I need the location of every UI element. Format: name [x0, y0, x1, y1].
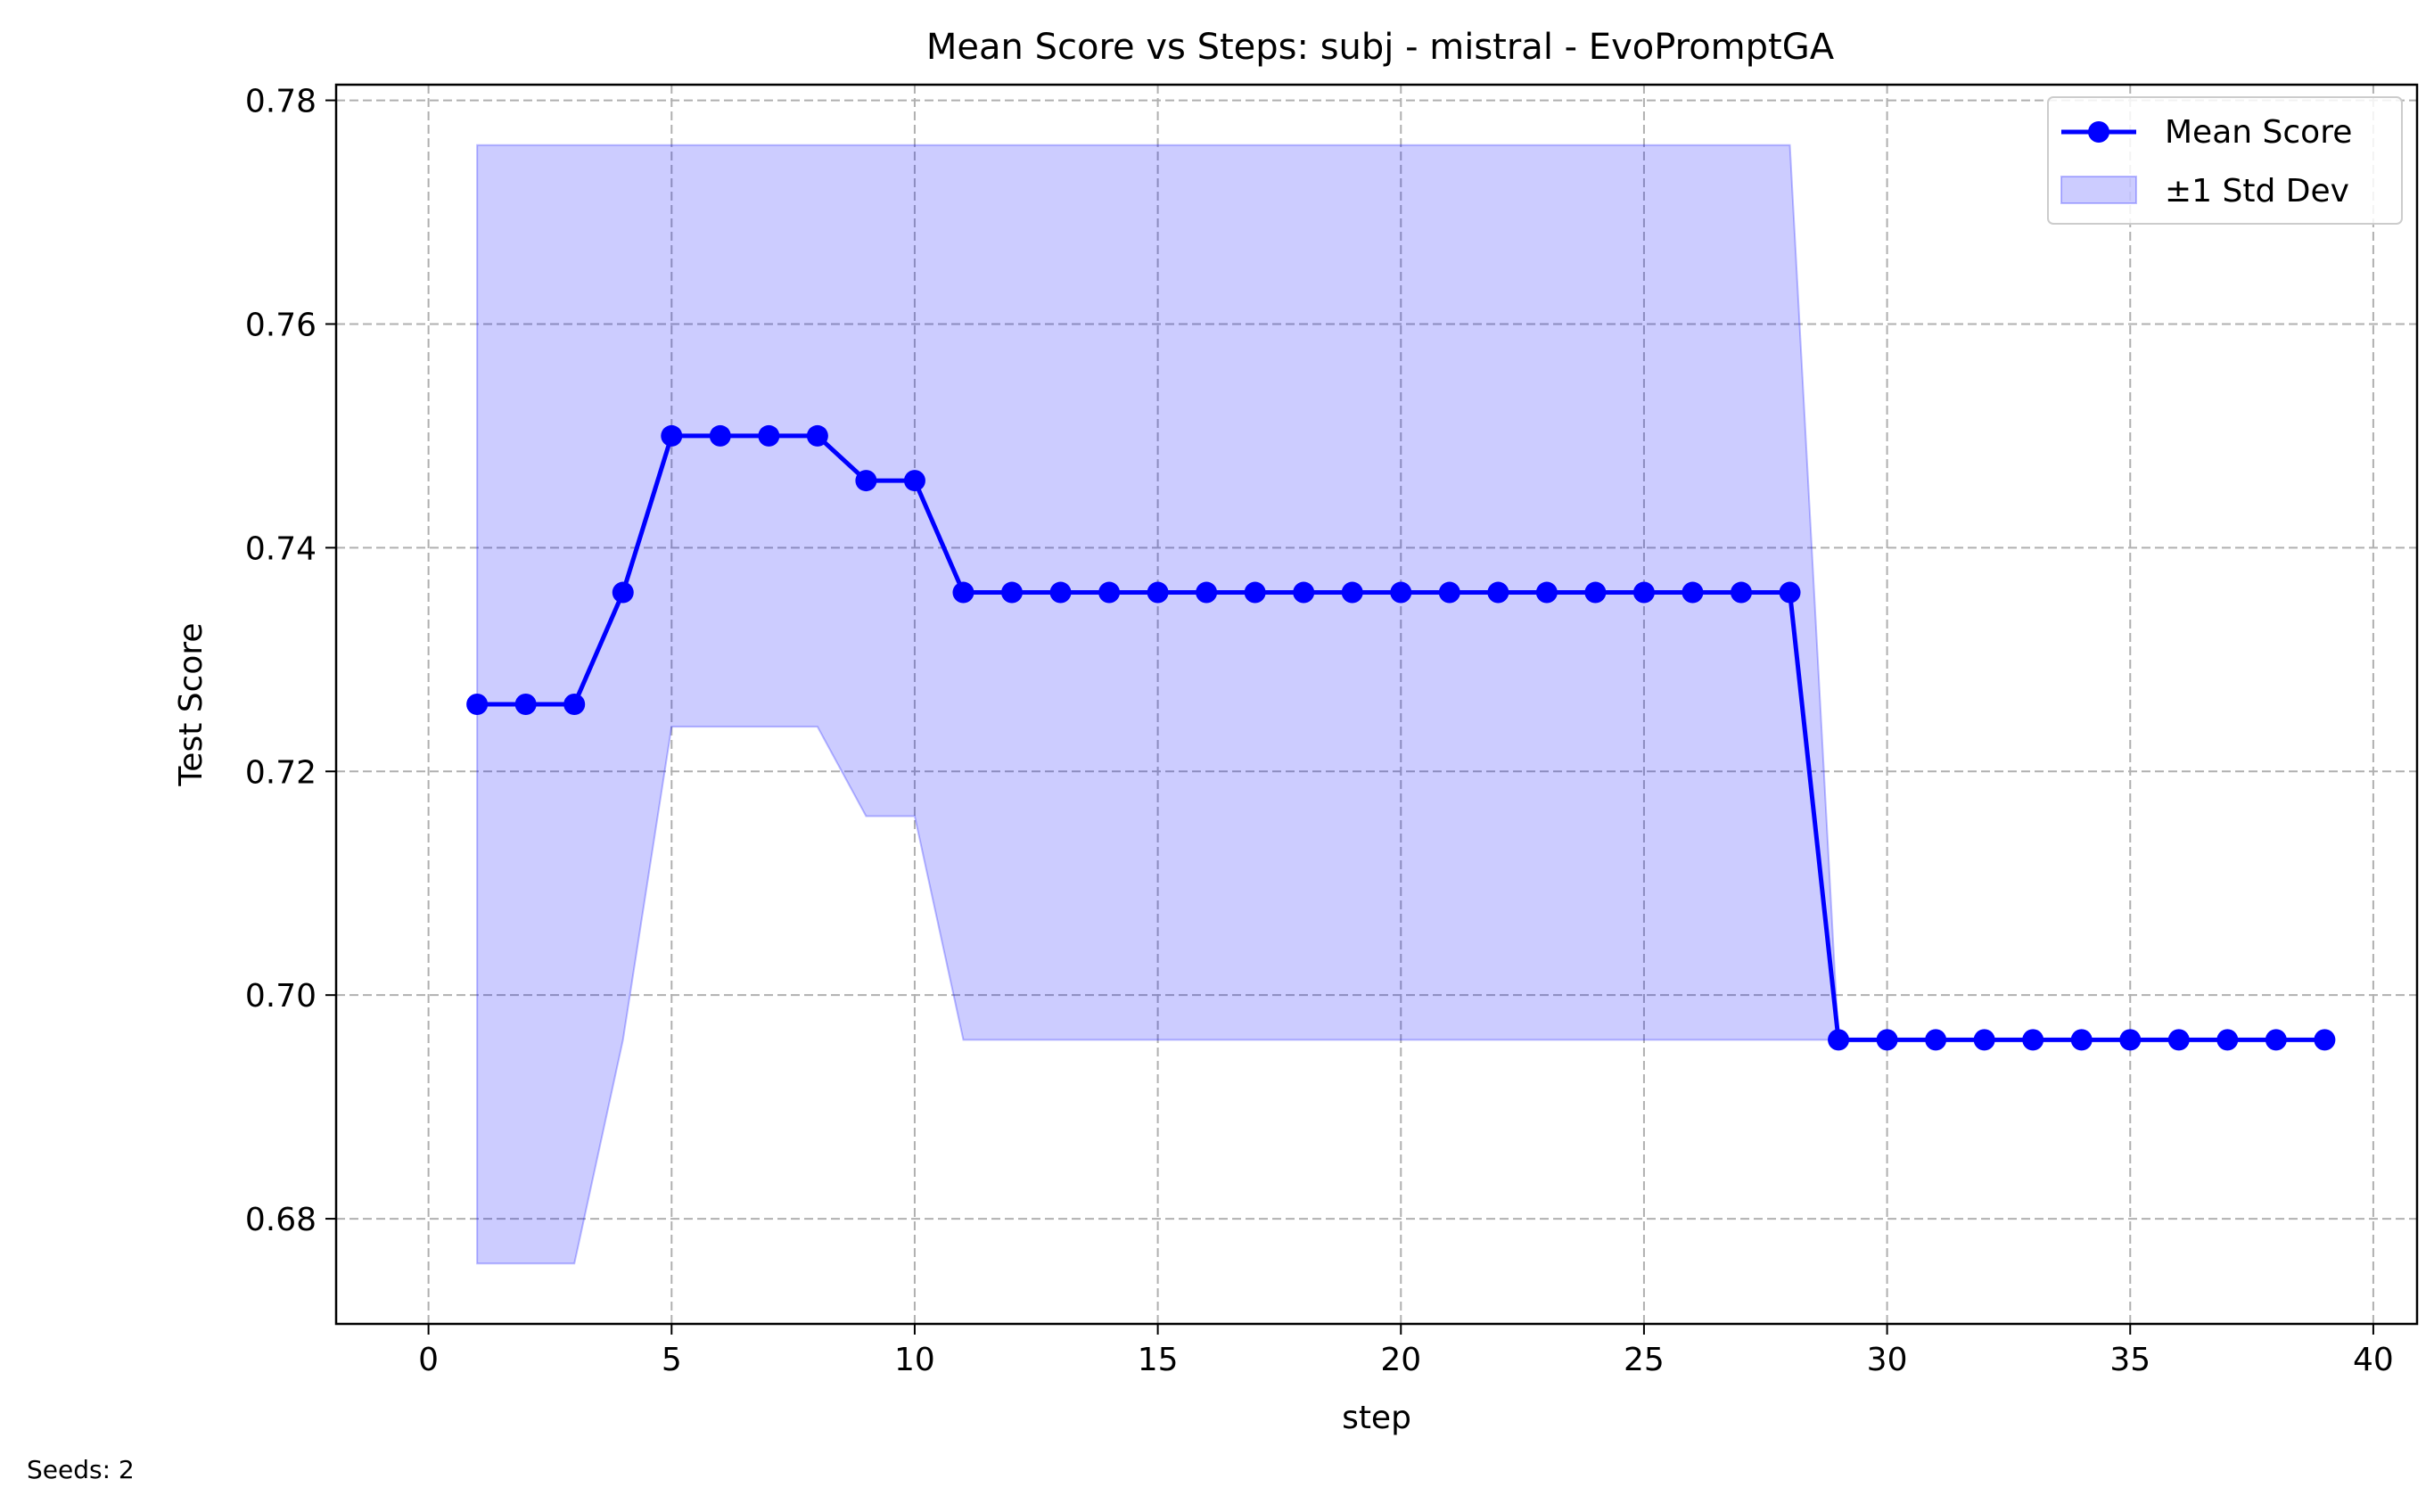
mean-score-point: [2070, 1029, 2093, 1051]
mean-score-point: [806, 424, 828, 447]
mean-score-point: [1244, 581, 1266, 604]
legend-band-swatch: [2060, 176, 2137, 204]
y-axis: 0.68 0.70 0.72 0.74 0.76 0.78: [245, 84, 336, 1238]
mean-score-point: [1147, 581, 1169, 604]
mean-score-point: [612, 581, 634, 604]
mean-score-point: [1341, 581, 1363, 604]
x-tick-label: 0: [418, 1342, 439, 1378]
mean-score-point: [1438, 581, 1460, 604]
legend-label-std-dev: ±1 Std Dev: [2165, 173, 2349, 210]
x-tick-label: 15: [1138, 1342, 1179, 1378]
mean-score-point: [1779, 581, 1801, 604]
y-tick-label: 0.78: [245, 84, 317, 120]
mean-score-point: [2167, 1029, 2190, 1051]
mean-score-point: [563, 694, 586, 715]
mean-score-point: [2022, 1029, 2044, 1051]
legend-box: [2047, 96, 2403, 225]
mean-score-point: [1682, 581, 1704, 604]
mean-score-point: [952, 581, 974, 604]
mean-score-point: [1001, 581, 1024, 604]
x-tick-label: 10: [894, 1342, 935, 1378]
y-tick-label: 0.70: [245, 978, 317, 1015]
x-tick-label: 35: [2109, 1342, 2150, 1378]
mean-score-point: [1925, 1029, 1947, 1051]
mean-score-point: [1487, 581, 1509, 604]
mean-score-point: [661, 424, 683, 447]
x-tick-label: 20: [1380, 1342, 1421, 1378]
legend-label-mean-score: Mean Score: [2165, 114, 2352, 151]
chart-title: Mean Score vs Steps: subj - mistral - Ev…: [926, 27, 1835, 68]
mean-score-point: [758, 424, 780, 447]
y-tick-label: 0.76: [245, 307, 317, 343]
plot-frame: [334, 83, 2419, 1326]
mean-score-point: [2119, 1029, 2142, 1051]
mean-score-point: [1293, 581, 1315, 604]
y-axis-label: Test Score: [173, 622, 210, 786]
mean-score-point: [1973, 1029, 1995, 1051]
x-tick-label: 30: [1867, 1342, 1908, 1378]
mean-score-point: [1196, 581, 1218, 604]
mean-score-point: [1049, 581, 1072, 604]
mean-score-point: [2216, 1029, 2239, 1051]
mean-score-point: [1730, 581, 1752, 604]
x-axis: 0 5 10 15 20 25 30 35 40: [418, 1324, 2394, 1378]
mean-score-point: [466, 694, 489, 715]
x-tick-label: 25: [1624, 1342, 1665, 1378]
x-tick-label: 40: [2353, 1342, 2394, 1378]
mean-score-point: [1828, 1029, 1850, 1051]
mean-score-point: [1535, 581, 1558, 604]
mean-score-point: [1098, 581, 1121, 604]
y-tick-label: 0.72: [245, 754, 317, 791]
mean-score-point: [1584, 581, 1607, 604]
mean-score-point: [1632, 581, 1655, 604]
mean-score-point: [514, 694, 537, 715]
legend-marker-swatch: [2088, 121, 2109, 143]
mean-score-point: [1876, 1029, 1898, 1051]
seeds-note: Seeds: 2: [27, 1455, 135, 1484]
mean-score-point: [1390, 581, 1412, 604]
mean-score-point: [855, 470, 877, 492]
y-tick-label: 0.68: [245, 1202, 317, 1238]
series-layer: [466, 424, 2336, 1051]
x-axis-label: step: [1342, 1400, 1411, 1436]
x-tick-label: 5: [662, 1342, 682, 1378]
mean-score-point: [709, 424, 731, 447]
y-tick-label: 0.74: [245, 530, 317, 567]
mean-score-point: [2314, 1029, 2336, 1051]
legend: Mean Score ±1 Std Dev: [2047, 96, 2403, 225]
mean-score-point: [2265, 1029, 2287, 1051]
mean-score-point: [903, 470, 925, 492]
